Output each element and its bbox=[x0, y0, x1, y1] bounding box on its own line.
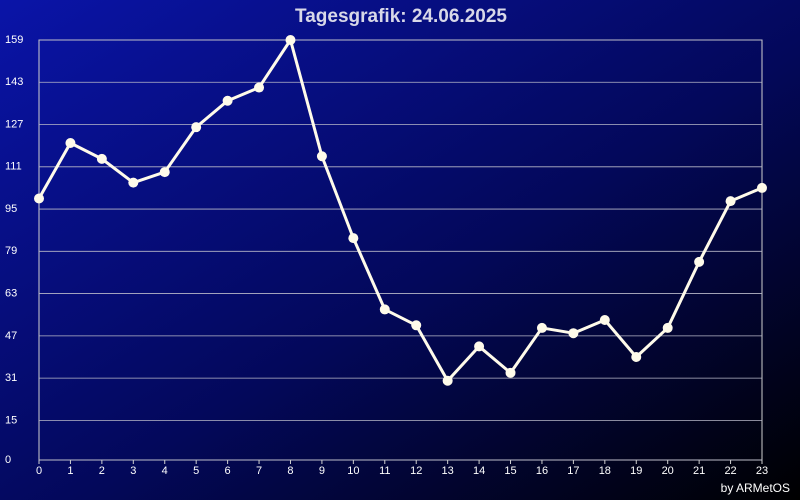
line bbox=[37, 38, 763, 383]
x-tick-label: 4 bbox=[162, 465, 168, 477]
point bbox=[411, 320, 422, 331]
point bbox=[34, 193, 44, 204]
point bbox=[631, 351, 642, 362]
x-tick-label: 2 bbox=[99, 465, 105, 477]
point bbox=[159, 167, 170, 178]
x-tick-label: 1 bbox=[67, 465, 73, 477]
point bbox=[222, 95, 233, 106]
x-tick-label: 15 bbox=[504, 465, 516, 477]
point bbox=[568, 328, 579, 339]
y-tick-label: 79 bbox=[5, 245, 17, 257]
point bbox=[316, 151, 327, 162]
x-tick-label: 17 bbox=[567, 465, 579, 477]
x-tick-label: 0 bbox=[36, 465, 42, 477]
point bbox=[536, 322, 547, 333]
point bbox=[348, 233, 359, 244]
point bbox=[599, 315, 610, 325]
point bbox=[662, 322, 673, 333]
y-tick-label: 143 bbox=[5, 76, 23, 88]
point bbox=[379, 304, 390, 315]
x-tick-label: 13 bbox=[442, 465, 454, 477]
y-tick-label: 31 bbox=[5, 372, 17, 384]
y-tick-label: 127 bbox=[5, 118, 23, 130]
x-tick-label: 16 bbox=[536, 465, 548, 477]
point bbox=[757, 182, 767, 193]
point bbox=[65, 138, 76, 149]
x-tick-label: 6 bbox=[225, 465, 231, 477]
chart-title: Tagesgrafik: 24.06.2025 bbox=[295, 6, 507, 27]
y-tick-label: 159 bbox=[5, 34, 23, 46]
x-tick-label: 11 bbox=[379, 465, 390, 477]
x-tick-label: 18 bbox=[599, 465, 611, 477]
x-tick-label: 8 bbox=[287, 465, 293, 477]
point bbox=[694, 256, 705, 267]
point bbox=[725, 196, 736, 207]
credit: by ARMetOS bbox=[721, 481, 790, 495]
x-tick-label: 21 bbox=[693, 465, 705, 477]
point bbox=[474, 341, 485, 352]
point bbox=[285, 35, 296, 45]
point bbox=[505, 367, 516, 378]
x-tick-label: 10 bbox=[347, 465, 359, 477]
point bbox=[254, 82, 265, 93]
x-tick-label: 20 bbox=[662, 465, 674, 477]
y-tick-label: 0 bbox=[5, 454, 11, 466]
point bbox=[191, 122, 202, 133]
point bbox=[442, 375, 453, 386]
x-tick-label: 9 bbox=[319, 465, 325, 477]
x-tick-label: 5 bbox=[193, 465, 199, 477]
x-tick-label: 3 bbox=[130, 465, 136, 477]
x-tick-label: 19 bbox=[630, 465, 642, 477]
point bbox=[128, 177, 139, 188]
point bbox=[96, 153, 107, 164]
y-tick-label: 63 bbox=[5, 287, 17, 299]
x-tick-label: 14 bbox=[473, 465, 485, 477]
y-tick-label: 95 bbox=[5, 203, 17, 215]
x-tick-label: 22 bbox=[724, 465, 736, 477]
x-tick-label: 12 bbox=[410, 465, 422, 477]
x-tick-label: 23 bbox=[756, 465, 768, 477]
y-tick-label: 47 bbox=[5, 330, 17, 342]
x-tick-label: 7 bbox=[256, 465, 262, 477]
y-tick-label: 111 bbox=[5, 161, 22, 173]
y-tick-label: 15 bbox=[5, 414, 17, 426]
